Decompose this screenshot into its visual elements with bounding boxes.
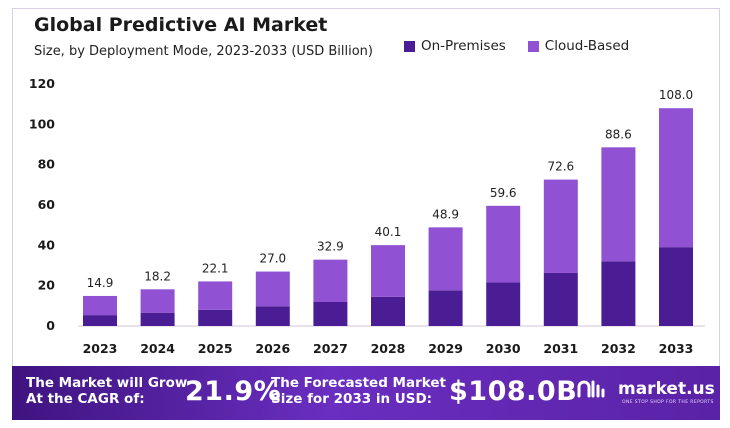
x-tick-label-2026: 2026: [255, 341, 290, 356]
legend-item-on-premises: On-Premises: [404, 38, 506, 54]
bar-cloud-based-2029: [428, 227, 463, 291]
legend-swatch-on-premises: [404, 40, 415, 52]
cagr-value: 21.9%: [185, 376, 282, 407]
bar-total-label-2025: 22.1: [202, 261, 229, 275]
bar-on-premises-2025: [198, 309, 233, 326]
y-tick-label: 40: [38, 237, 56, 252]
x-tick-label-2032: 2032: [601, 341, 636, 356]
bar-total-label-2026: 27.0: [259, 252, 286, 266]
bar-on-premises-2033: [659, 247, 693, 326]
brand-tagline: ONE STOP SHOP FOR THE REPORTS: [622, 400, 714, 405]
bar-cloud-based-2030: [486, 205, 521, 283]
bar-cloud-based-2027: [313, 259, 348, 303]
cagr-label-line2: At the CAGR of:: [26, 391, 145, 407]
y-tick-label: 120: [29, 76, 55, 91]
x-tick-label-2025: 2025: [198, 341, 233, 356]
y-tick-label: 100: [29, 116, 55, 131]
bar-cloud-based-2031: [543, 179, 578, 273]
legend-item-cloud-based: Cloud-Based: [527, 38, 630, 54]
bar-on-premises-2030: [486, 282, 521, 326]
y-tick-label: 20: [38, 278, 56, 293]
bar-total-label-2028: 40.1: [375, 225, 402, 239]
bar-cloud-based-2025: [198, 281, 233, 310]
x-tick-label-2031: 2031: [543, 341, 578, 356]
bar-on-premises-2026: [255, 306, 290, 326]
bar-total-label-2029: 48.9: [432, 207, 459, 221]
chart-subtitle: Size, by Deployment Mode, 2023-2033 (USD…: [34, 44, 373, 59]
bar-on-premises-2031: [543, 272, 578, 326]
summary-banner: The Market will Grow At the CAGR of: 21.…: [12, 366, 720, 420]
bar-total-label-2031: 72.6: [547, 160, 574, 174]
chart-title: Global Predictive AI Market: [34, 14, 328, 36]
legend: On-Premises Cloud-Based: [404, 38, 629, 54]
x-tick-label-2030: 2030: [486, 341, 521, 356]
legend-swatch-cloud-based: [527, 40, 539, 52]
brand-name: market.us: [618, 379, 715, 399]
cagr-label: The Market will Grow At the CAGR of:: [26, 375, 187, 407]
forecast-label-line1: The Forecasted Market: [271, 375, 446, 391]
y-tick-label: 80: [38, 157, 56, 172]
bar-total-label-2030: 59.6: [490, 186, 517, 200]
bar-cloud-based-2032: [601, 147, 636, 262]
bar-on-premises-2024: [140, 312, 175, 326]
x-tick-label-2024: 2024: [140, 341, 175, 356]
bar-on-premises-2027: [313, 302, 348, 326]
bar-on-premises-2029: [428, 290, 463, 326]
legend-label-on-premises: On-Premises: [421, 38, 506, 54]
brand-logo: market.us: [577, 378, 715, 400]
bar-cloud-based-2033: [659, 108, 693, 248]
cagr-label-line1: The Market will Grow: [26, 375, 188, 391]
legend-label-cloud-based: Cloud-Based: [544, 38, 630, 54]
bar-cloud-based-2024: [140, 289, 175, 313]
bar-cloud-based-2026: [255, 271, 290, 307]
bar-on-premises-2032: [601, 261, 636, 326]
bar-total-label-2033: 108.0: [659, 88, 693, 102]
x-tick-label-2023: 2023: [83, 341, 118, 356]
market-us-logo-icon: [577, 380, 605, 398]
bar-total-label-2023: 14.9: [87, 276, 114, 290]
x-tick-label-2033: 2033: [659, 341, 694, 356]
bar-total-label-2027: 32.9: [317, 240, 344, 254]
bar-chart: 0 20 40 60 80 100 120 14.9 2023 18.2 2024 22.1 2025 2…: [29, 76, 705, 356]
bar-total-label-2024: 18.2: [144, 269, 171, 283]
x-tick-label-2028: 2028: [371, 341, 406, 356]
forecast-label-line2: Size for 2033 in USD:: [271, 391, 433, 407]
y-tick-label: 0: [46, 318, 55, 333]
forecast-value: $108.0B: [449, 376, 578, 407]
x-tick-label-2029: 2029: [428, 341, 463, 356]
x-tick-label-2027: 2027: [313, 341, 348, 356]
bar-on-premises-2028: [371, 296, 405, 326]
bar-on-premises-2023: [83, 315, 117, 326]
bar-total-label-2032: 88.6: [605, 127, 632, 141]
bar-cloud-based-2028: [371, 245, 405, 297]
y-tick-label: 60: [38, 197, 56, 212]
forecast-label: The Forecasted Market Size for 2033 in U…: [271, 375, 446, 407]
bar-cloud-based-2023: [83, 295, 117, 316]
